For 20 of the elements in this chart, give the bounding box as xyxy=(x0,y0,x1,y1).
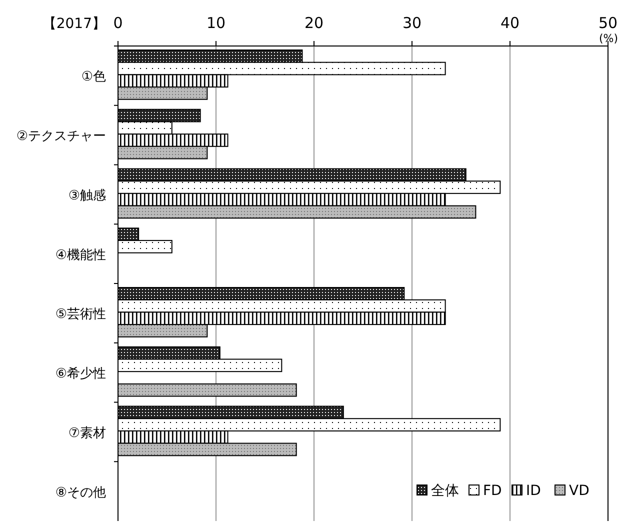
y-tick-label: ②テクスチャー xyxy=(16,129,106,144)
y-tick-label: ⑧その他 xyxy=(55,485,106,500)
x-tick-label: 10 xyxy=(206,14,226,32)
text: FD xyxy=(483,483,502,499)
x-tick-label: 20 xyxy=(304,14,324,32)
chart-title: 【2017】 xyxy=(42,16,106,32)
x-tick-label: 0 xyxy=(113,14,123,32)
legend-label: 全体 xyxy=(431,483,459,499)
y-tick-label: ④機能性 xyxy=(55,248,106,263)
y-tick-label: ⑦素材 xyxy=(68,426,106,441)
x-axis-title: (%) xyxy=(598,32,618,45)
y-tick-label: ③触感 xyxy=(68,188,106,204)
text: ID xyxy=(526,483,541,499)
x-tick-label: 30 xyxy=(402,14,422,32)
y-tick-label: ①色 xyxy=(81,70,106,85)
x-tick-label: 50 xyxy=(598,14,618,32)
x-tick-label: 40 xyxy=(500,14,520,32)
y-tick-label: ⑤芸術性 xyxy=(55,307,106,322)
legend-label: VD xyxy=(569,483,590,499)
y-tick-label: ⑥希少性 xyxy=(55,366,106,382)
